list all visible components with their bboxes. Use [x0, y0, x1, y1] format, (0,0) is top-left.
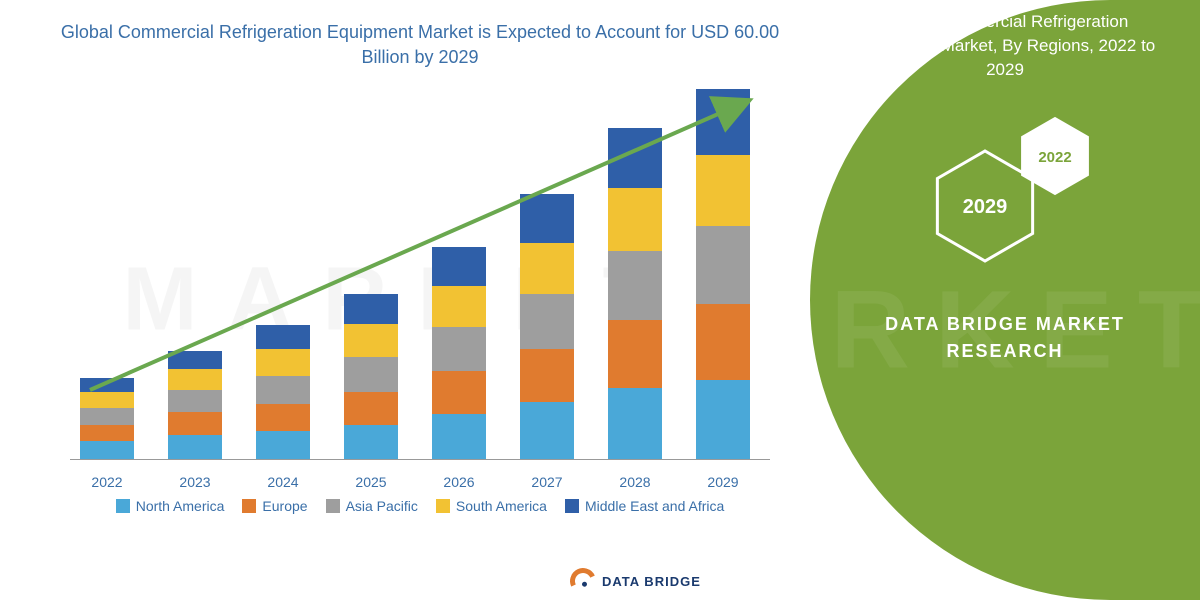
- segment-europe: [432, 371, 486, 414]
- segment-north-america: [80, 441, 134, 459]
- bar-2025: [344, 294, 398, 460]
- legend-item-europe: Europe: [242, 498, 307, 514]
- x-label-2025: 2025: [336, 474, 406, 490]
- segment-europe: [344, 392, 398, 425]
- segment-europe: [520, 349, 574, 402]
- brand-text: DATA BRIDGE MARKET RESEARCH: [885, 311, 1125, 365]
- segment-asia-pacific: [608, 251, 662, 321]
- legend-swatch: [326, 499, 340, 513]
- legend-label: North America: [136, 498, 225, 514]
- legend-item-south-america: South America: [436, 498, 547, 514]
- segment-south-america: [80, 392, 134, 408]
- segment-asia-pacific: [168, 390, 222, 412]
- segment-south-america: [256, 349, 310, 376]
- legend-swatch: [436, 499, 450, 513]
- segment-europe: [696, 304, 750, 380]
- segment-middle-east-and-africa: [80, 378, 134, 392]
- segment-south-america: [432, 286, 486, 327]
- segment-north-america: [432, 414, 486, 459]
- bar-2027: [520, 194, 574, 460]
- x-label-2022: 2022: [72, 474, 142, 490]
- segment-middle-east-and-africa: [696, 89, 750, 154]
- x-label-2029: 2029: [688, 474, 758, 490]
- bar-2022: [80, 378, 134, 460]
- x-label-2027: 2027: [512, 474, 582, 490]
- segment-europe: [608, 320, 662, 387]
- bottom-logo-text: DATA BRIDGE: [602, 574, 701, 589]
- right-title: Global Commercial Refrigeration Equipmen…: [810, 10, 1200, 81]
- brand-line-1: DATA BRIDGE MARKET: [885, 311, 1125, 338]
- chart-panel: MARKET Global Commercial Refrigeration E…: [0, 0, 810, 600]
- plot-area: [70, 90, 770, 460]
- right-panel: RKET Global Commercial Refrigeration Equ…: [810, 0, 1200, 600]
- bar-2026: [432, 247, 486, 460]
- legend: North America Europe Asia Pacific South Ame…: [60, 498, 780, 514]
- x-label-2028: 2028: [600, 474, 670, 490]
- bar-2023: [168, 351, 222, 459]
- x-label-2023: 2023: [160, 474, 230, 490]
- legend-item-north-america: North America: [116, 498, 225, 514]
- segment-asia-pacific: [80, 408, 134, 424]
- segment-europe: [256, 404, 310, 431]
- bar-2029: [696, 89, 750, 459]
- segment-middle-east-and-africa: [432, 247, 486, 286]
- segment-europe: [168, 412, 222, 434]
- chart-area: 2022 2023 2024 2025 2026 2027 2028 2029: [60, 90, 780, 490]
- segment-south-america: [168, 369, 222, 389]
- legend-swatch: [242, 499, 256, 513]
- segment-asia-pacific: [344, 357, 398, 392]
- segment-north-america: [696, 380, 750, 460]
- segment-middle-east-and-africa: [344, 294, 398, 325]
- segment-middle-east-and-africa: [608, 128, 662, 187]
- bottom-logo: DATA BRIDGE: [570, 568, 701, 594]
- hexagon-badge: 2029 2022: [905, 111, 1105, 271]
- segment-middle-east-and-africa: [520, 194, 574, 243]
- legend-swatch: [565, 499, 579, 513]
- segment-asia-pacific: [696, 226, 750, 304]
- legend-item-asia-pacific: Asia Pacific: [326, 498, 418, 514]
- chart-title: Global Commercial Refrigeration Equipmen…: [60, 20, 780, 70]
- segment-north-america: [168, 435, 222, 460]
- segment-south-america: [344, 324, 398, 357]
- legend-label: Middle East and Africa: [585, 498, 724, 514]
- legend-label: Asia Pacific: [346, 498, 418, 514]
- brand-line-2: RESEARCH: [885, 338, 1125, 365]
- segment-south-america: [608, 188, 662, 251]
- segment-north-america: [256, 431, 310, 460]
- segment-asia-pacific: [520, 294, 574, 349]
- segment-south-america: [520, 243, 574, 294]
- svg-text:2022: 2022: [1038, 149, 1071, 166]
- legend-label: Europe: [262, 498, 307, 514]
- segment-north-america: [344, 425, 398, 460]
- legend-item-middle-east-and-africa: Middle East and Africa: [565, 498, 724, 514]
- logo-arc-icon: [566, 564, 599, 597]
- segment-middle-east-and-africa: [168, 351, 222, 369]
- hex-svg: 2029 2022: [905, 111, 1105, 271]
- segment-asia-pacific: [256, 376, 310, 405]
- segment-north-america: [608, 388, 662, 460]
- svg-text:2029: 2029: [963, 196, 1008, 218]
- legend-swatch: [116, 499, 130, 513]
- segment-middle-east-and-africa: [256, 325, 310, 350]
- segment-south-america: [696, 155, 750, 227]
- legend-label: South America: [456, 498, 547, 514]
- segment-europe: [80, 425, 134, 441]
- x-label-2026: 2026: [424, 474, 494, 490]
- bar-2028: [608, 128, 662, 459]
- bar-2024: [256, 325, 310, 460]
- segment-asia-pacific: [432, 327, 486, 372]
- segment-north-america: [520, 402, 574, 459]
- x-label-2024: 2024: [248, 474, 318, 490]
